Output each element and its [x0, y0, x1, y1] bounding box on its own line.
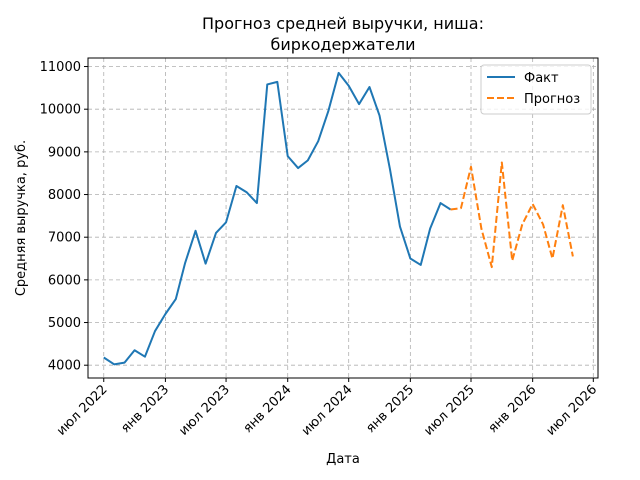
series-line-forecast: [450, 161, 574, 269]
y-tick-label: 10000: [40, 103, 81, 118]
x-axis-ticks: июл 2022 янв 2023 июл 2023 янв 2024 июл 2024…: [54, 378, 600, 439]
x-tick-label: июл 2023: [176, 382, 233, 439]
x-tick-label: июл 2022: [54, 382, 111, 439]
legend-label-forecast: Прогноз: [524, 92, 580, 107]
y-axis-ticks: 4000 5000 6000 7000 8000 9000 10000 11000: [40, 60, 88, 374]
y-tick-label: 7000: [48, 231, 81, 246]
series-line-fact: [103, 71, 452, 366]
x-tick-label: янв 2023: [118, 382, 172, 436]
chart-title: Прогноз средней выручки, ниша: биркодерж…: [202, 14, 484, 54]
x-tick-label: июл 2025: [421, 382, 478, 439]
x-tick-label: июл 2026: [544, 382, 601, 439]
series-lines: [103, 71, 574, 366]
legend: Факт Прогноз: [480, 64, 592, 115]
plot-frame: [87, 57, 599, 379]
y-tick-label: 9000: [48, 145, 81, 160]
grid: [88, 58, 598, 378]
chart-title-line-2: биркодержатели: [271, 35, 416, 54]
chart-title-line-1: Прогноз средней выручки, ниша:: [202, 14, 484, 33]
y-tick-label: 4000: [48, 359, 81, 374]
y-axis-label: Средняя выручка, руб.: [14, 140, 29, 296]
x-tick-label: янв 2026: [486, 382, 540, 436]
x-tick-label: янв 2024: [241, 382, 295, 436]
y-tick-label: 6000: [48, 273, 81, 288]
y-tick-label: 5000: [48, 316, 81, 331]
y-tick-label: 8000: [48, 188, 81, 203]
legend-label-fact: Факт: [524, 71, 559, 86]
y-tick-label: 11000: [40, 60, 81, 75]
x-tick-label: июл 2024: [299, 382, 356, 439]
x-axis-label: Дата: [326, 452, 360, 467]
x-tick-label: янв 2025: [363, 382, 417, 436]
